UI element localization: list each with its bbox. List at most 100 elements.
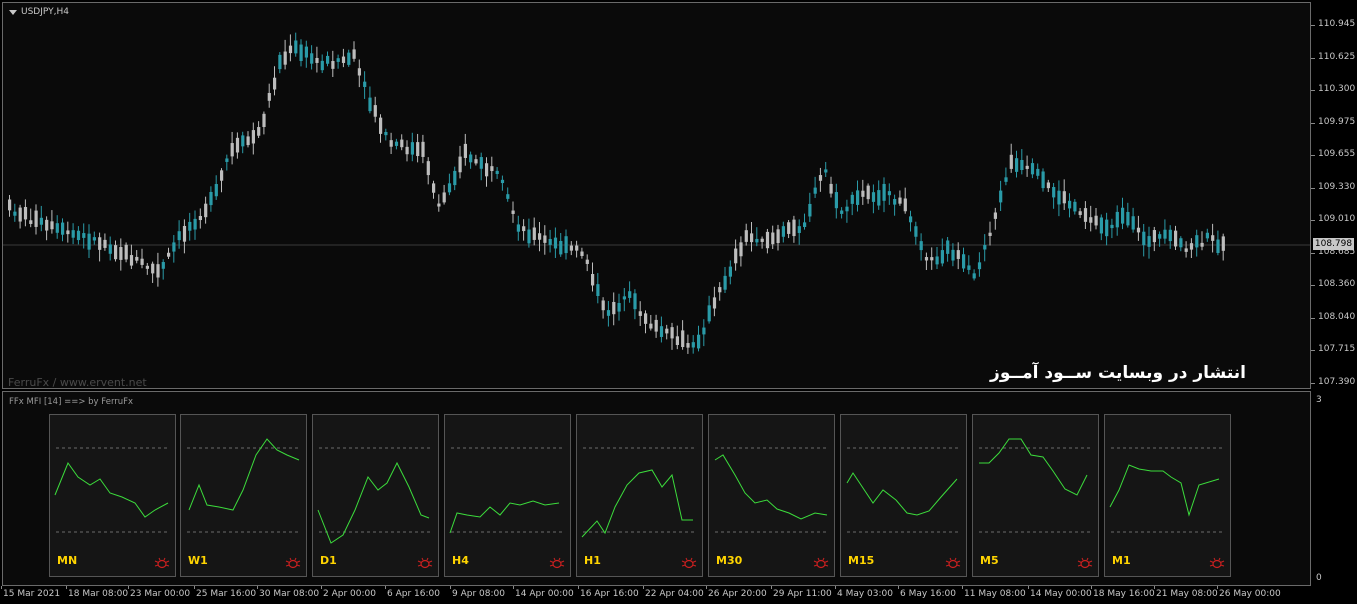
mfi-line xyxy=(581,469,693,538)
time-axis-label: 29 Apr 11:00 xyxy=(773,589,832,599)
candle-body xyxy=(765,231,770,249)
time-axis-tick xyxy=(128,586,129,589)
candle-body xyxy=(972,273,976,279)
time-axis-label: 15 Mar 2021 xyxy=(3,589,61,599)
bug-alert-icon[interactable] xyxy=(417,557,433,569)
mfi-panel-m5[interactable]: M5 xyxy=(972,414,1099,577)
bug-alert-icon[interactable] xyxy=(813,557,829,569)
timeframe-label: M5 xyxy=(980,554,999,567)
mfi-panel-h1[interactable]: H1 xyxy=(576,414,703,577)
time-axis-label: 26 May 00:00 xyxy=(1219,589,1281,599)
candle-body xyxy=(1147,236,1151,247)
mfi-line xyxy=(54,461,169,518)
price-chart[interactable]: USDJPY,H4 FerruFx / www.ervent.net انتشا… xyxy=(2,2,1311,389)
watermark-text: FerruFx / www.ervent.net xyxy=(8,376,147,389)
time-axis-tick xyxy=(513,586,514,589)
candle-body xyxy=(1152,230,1156,243)
candle-body xyxy=(516,224,520,232)
candle-body xyxy=(1205,232,1209,239)
bug-alert-icon[interactable] xyxy=(154,557,170,569)
price-axis-label: 107.390 xyxy=(1318,376,1356,387)
candle-body xyxy=(1062,191,1066,204)
price-axis-tick xyxy=(1311,317,1315,319)
bug-alert-icon[interactable] xyxy=(945,557,961,569)
bug-alert-icon[interactable] xyxy=(549,557,565,569)
time-axis-tick xyxy=(321,586,322,589)
candle-body xyxy=(193,218,197,230)
timeframe-label: M15 xyxy=(848,554,875,567)
candle-body xyxy=(723,275,727,290)
candle-body xyxy=(357,68,361,76)
time-axis-label: 21 May 08:00 xyxy=(1156,589,1218,599)
candle-body xyxy=(718,287,722,293)
time-axis-tick xyxy=(1154,586,1155,589)
candle-body xyxy=(638,311,642,316)
candle-body xyxy=(341,56,346,63)
mfi-panel-m1[interactable]: M1 xyxy=(1104,414,1231,577)
candle-body xyxy=(702,327,706,335)
candle-body xyxy=(114,245,118,260)
timeframe-label: M30 xyxy=(716,554,743,567)
mfi-panel-d1[interactable]: D1 xyxy=(312,414,439,577)
candle-body xyxy=(151,263,155,274)
current-price-label: 108.798 xyxy=(1313,238,1354,250)
candle-body xyxy=(129,255,134,266)
mfi-panel-h4[interactable]: H4 xyxy=(444,414,571,577)
candle-body xyxy=(98,237,102,250)
candle-body xyxy=(686,343,690,348)
candle-body xyxy=(728,266,732,277)
bug-alert-icon[interactable] xyxy=(1077,557,1093,569)
mfi-panel-w1[interactable]: W1 xyxy=(180,414,307,577)
candle-body xyxy=(384,131,388,136)
candle-body xyxy=(946,240,950,254)
price-axis-tick xyxy=(1311,252,1315,254)
candle-body xyxy=(66,230,70,235)
bug-alert-icon[interactable] xyxy=(285,557,301,569)
candle-body xyxy=(887,191,891,196)
price-axis-label: 108.685 xyxy=(1318,246,1356,257)
collapse-triangle-icon[interactable] xyxy=(9,9,17,15)
candle-body xyxy=(712,297,717,309)
symbol-timeframe: USDJPY,H4 xyxy=(21,7,69,17)
candle-body xyxy=(532,227,536,240)
candle-body xyxy=(808,203,812,217)
candle-body xyxy=(1030,163,1035,175)
price-axis-label: 109.330 xyxy=(1318,181,1356,192)
candle-body xyxy=(840,210,844,214)
time-axis-label: 2 Apr 00:00 xyxy=(323,589,376,599)
candle-body xyxy=(177,231,181,241)
candle-body xyxy=(135,256,139,261)
candle-body xyxy=(469,154,473,163)
candle-body xyxy=(230,143,234,157)
candle-body xyxy=(1195,235,1199,248)
mfi-line-chart xyxy=(846,447,959,533)
candle-body xyxy=(813,187,817,194)
price-axis-label: 109.655 xyxy=(1318,149,1356,159)
mfi-panel-m15[interactable]: M15 xyxy=(840,414,967,577)
mfi-panel-mn[interactable]: MN xyxy=(49,414,176,577)
bug-alert-icon[interactable] xyxy=(1209,557,1225,569)
candle-body xyxy=(1221,236,1225,251)
candle-body xyxy=(511,210,515,214)
time-axis-tick xyxy=(835,586,836,589)
candle-body xyxy=(803,222,807,228)
candle-body xyxy=(34,210,38,227)
candle-body xyxy=(580,251,584,256)
candle-body xyxy=(967,265,971,270)
candle-body xyxy=(235,137,240,153)
candle-body xyxy=(18,207,22,222)
candle-body xyxy=(617,303,621,312)
candle-body xyxy=(495,170,499,174)
time-axis-label: 18 Mar 08:00 xyxy=(68,589,129,599)
bug-alert-icon[interactable] xyxy=(681,557,697,569)
timeframe-label: W1 xyxy=(188,554,208,567)
candle-body xyxy=(591,274,595,286)
price-axis-label: 109.010 xyxy=(1318,214,1356,224)
indicator-window[interactable]: FFx MFI [14] ==> by FerruFx MN W1 D1 H4 H1 M3… xyxy=(2,391,1311,586)
time-axis-label: 16 Apr 16:00 xyxy=(580,589,639,599)
candle-body xyxy=(707,305,711,322)
candle-body xyxy=(787,222,791,234)
mfi-panel-m30[interactable]: M30 xyxy=(708,414,835,577)
candle-body xyxy=(553,237,558,249)
time-axis-tick xyxy=(66,586,67,589)
